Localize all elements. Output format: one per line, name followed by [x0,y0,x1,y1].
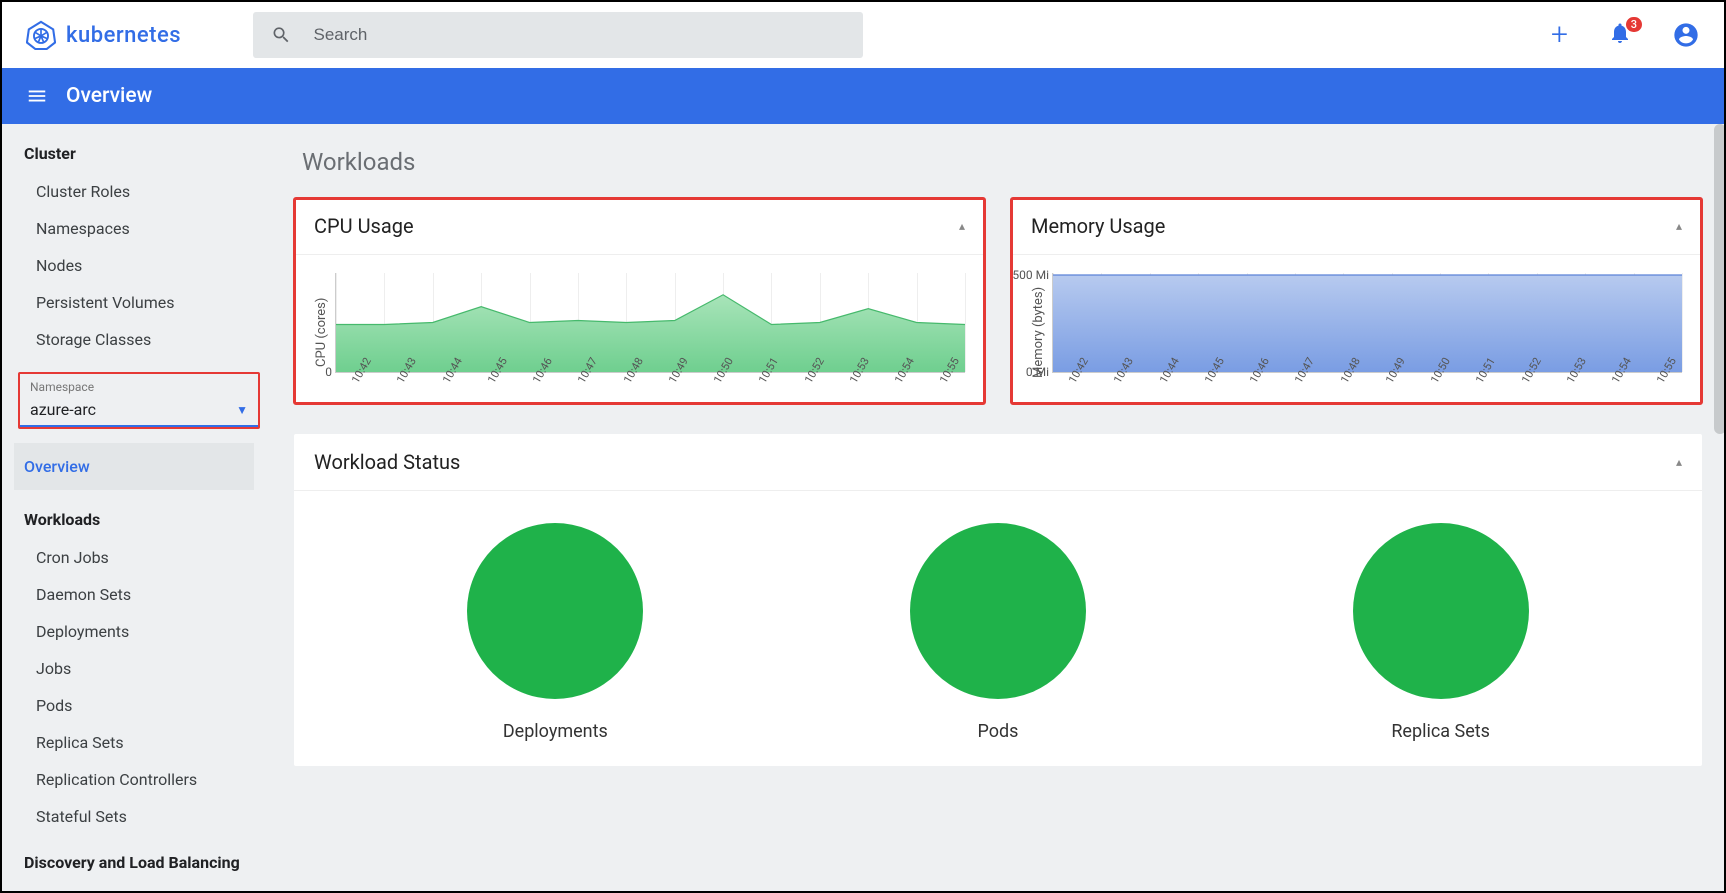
status-circle-icon [910,523,1086,699]
charts-row: CPU Usage ▴ CPU (cores) 0 10:4210:4310:4… [294,198,1702,404]
sidebar-item-replica-sets[interactable]: Replica Sets [14,724,272,761]
y-tick: 500 Mi [1011,268,1049,282]
memory-card-title: Memory Usage [1031,214,1165,238]
memory-plot-area: 500 Mi0 Mi [1052,273,1682,373]
brand-logo[interactable]: kubernetes [26,20,181,50]
search-box[interactable] [253,12,863,58]
workload-status-replica-sets: Replica Sets [1353,523,1529,742]
sidebar-item-deployments[interactable]: Deployments [14,613,272,650]
status-label: Pods [978,721,1019,742]
main-content: Workloads CPU Usage ▴ CPU (cores) 0 10:4… [272,124,1724,891]
status-label: Deployments [503,721,608,742]
sidebar-section-workloads: Workloads [14,500,272,539]
header-title: Overview [66,84,152,108]
y-tick: 0 Mi [1011,365,1049,379]
memory-usage-card: Memory Usage ▴ Memory (bytes) 500 Mi0 Mi… [1011,198,1702,404]
dropdown-caret-icon: ▼ [236,403,248,417]
collapse-icon[interactable]: ▴ [1676,219,1682,233]
cpu-x-axis: 10:4210:4310:4410:4510:4610:4710:4810:49… [335,379,965,392]
workload-status-body: Deployments Pods Replica Sets [294,491,1702,766]
y-tick: 0 [294,365,332,379]
namespace-label: Namespace [30,380,248,394]
page-title: Workloads [302,148,1702,176]
sidebar-item-nodes[interactable]: Nodes [14,247,272,284]
sidebar-item-jobs[interactable]: Jobs [14,650,272,687]
workload-status-pods: Pods [910,523,1086,742]
status-circle-icon [467,523,643,699]
workload-status-title: Workload Status [314,450,460,474]
sidebar-item-daemon-sets[interactable]: Daemon Sets [14,576,272,613]
sidebar-item-overview[interactable]: Overview [14,443,254,490]
status-label: Replica Sets [1391,721,1490,742]
page-header: Overview [2,68,1724,124]
topbar-actions: + 3 [1551,20,1700,50]
namespace-underline [20,425,258,427]
account-icon[interactable] [1672,21,1700,49]
sidebar-item-namespaces[interactable]: Namespaces [14,210,272,247]
notifications-button[interactable]: 3 [1608,21,1632,49]
sidebar-item-replication-controllers[interactable]: Replication Controllers [14,761,272,798]
search-input[interactable] [313,25,845,45]
sidebar-item-pods[interactable]: Pods [14,687,272,724]
namespace-value: azure-arc [30,400,96,419]
create-button[interactable]: + [1551,20,1568,50]
sidebar-item-cron-jobs[interactable]: Cron Jobs [14,539,272,576]
scrollbar[interactable] [1714,124,1724,434]
workload-status-deployments: Deployments [467,523,643,742]
sidebar-section-cluster: Cluster [14,134,272,173]
workload-status-card: Workload Status ▴ Deployments Pods Replica… [294,434,1702,766]
notification-badge: 3 [1626,17,1642,32]
cpu-plot-area: 0 [335,273,965,373]
memory-x-axis: 10:4210:4310:4410:4510:4610:4710:4810:49… [1052,379,1682,392]
sidebar-item-persistent-volumes[interactable]: Persistent Volumes [14,284,272,321]
namespace-selector[interactable]: Namespace azure-arc ▼ [18,372,260,429]
search-icon [271,24,291,46]
cpu-usage-card: CPU Usage ▴ CPU (cores) 0 10:4210:4310:4… [294,198,985,404]
sidebar-item-cluster-roles[interactable]: Cluster Roles [14,173,272,210]
sidebar: Cluster Cluster RolesNamespacesNodesPers… [2,124,272,891]
menu-toggle-icon[interactable] [26,85,48,107]
sidebar-item-storage-classes[interactable]: Storage Classes [14,321,272,358]
sidebar-item-stateful-sets[interactable]: Stateful Sets [14,798,272,835]
brand-name: kubernetes [66,23,181,48]
cpu-card-title: CPU Usage [314,214,414,238]
kubernetes-logo-icon [26,20,56,50]
collapse-icon[interactable]: ▴ [1676,455,1682,469]
status-circle-icon [1353,523,1529,699]
collapse-icon[interactable]: ▴ [959,219,965,233]
sidebar-section-discovery: Discovery and Load Balancing [14,843,272,882]
topbar: kubernetes + 3 [2,2,1724,68]
